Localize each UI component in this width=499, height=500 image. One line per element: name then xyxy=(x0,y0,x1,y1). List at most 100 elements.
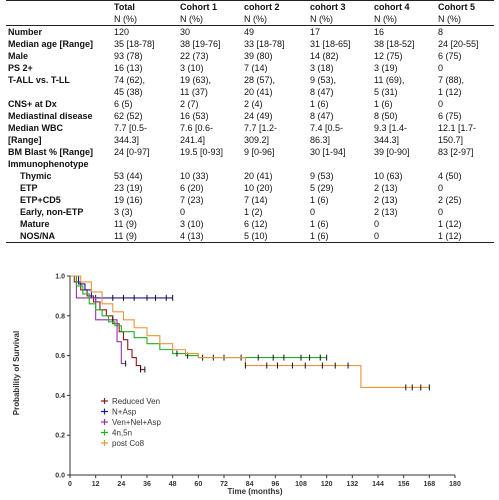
table-cell: 3 (3) xyxy=(114,207,133,217)
table-cell: 5 (31) xyxy=(374,87,398,97)
table-cell: 86.3] xyxy=(310,135,331,145)
table-cell: 30 [1-94] xyxy=(310,147,346,157)
x-tick-label: 36 xyxy=(143,481,151,488)
table-cell: 7.7 [1.2- xyxy=(244,123,278,133)
table-cell xyxy=(178,158,242,170)
table-cell: 31 [18-65] xyxy=(310,39,351,49)
table-cell: 2 (7) xyxy=(180,99,199,109)
table-cell: 7.4 [0.5- xyxy=(310,123,344,133)
table-cell: 5 (10) xyxy=(242,230,308,243)
x-tick-label: 156 xyxy=(398,481,410,488)
legend-label: Reduced Ven xyxy=(112,397,160,406)
table-row: ETP 23 (19) 6 (20) 10 (20) 5 (29) 2 (13) 0 xyxy=(6,182,494,194)
table-cell xyxy=(436,158,494,170)
table-cell: 16 xyxy=(374,27,385,37)
table-cell: 24 [20-55] xyxy=(438,39,479,49)
table-cell: 0 xyxy=(438,99,444,109)
table-cell: 0 xyxy=(438,63,444,73)
table-cell: 28 (57), xyxy=(244,75,276,85)
table-cell: 38 [18-52] xyxy=(374,39,415,49)
table-cell: 7 (23) xyxy=(180,195,204,205)
table-cell: 1 (6) xyxy=(310,99,329,109)
table-cell: 1 (12) xyxy=(438,219,462,229)
table-cell: 6 (20) xyxy=(180,183,204,193)
table-cell: 45 (38) xyxy=(114,87,143,97)
table-cell: 83 [2-97] xyxy=(438,147,474,157)
table-header-row: Total Cohort 1 cohort 2 cohort 3 cohort 4 Coh… xyxy=(6,0,494,13)
x-tick-label: 48 xyxy=(169,481,177,488)
table-row: Median WBC 7.7 [0.5- 7.6 [0.6- 7.7 [1.2- 7.4… xyxy=(6,122,494,134)
column-unit: N (%) xyxy=(178,13,242,26)
column-unit: N (%) xyxy=(112,13,178,26)
table-cell: 6 (12) xyxy=(244,219,268,229)
table-cell: 49 xyxy=(244,27,255,37)
x-tick-label: 0 xyxy=(68,481,72,488)
legend-label: N+Asp xyxy=(112,408,137,417)
table-cell: 19 (63), xyxy=(180,75,212,85)
table-cell: 93 (78) xyxy=(114,51,143,61)
table-cell: 241.4] xyxy=(180,135,206,145)
column-header: Cohort 1 xyxy=(178,0,242,13)
table-cell: 1 (6) xyxy=(374,99,393,109)
table-cell: 3 (10) xyxy=(180,63,204,73)
chart-series-layer xyxy=(70,275,430,391)
row-label: Mature xyxy=(20,219,50,229)
table-cell: 20 (41) xyxy=(244,171,273,181)
table-row: [Range] 344.3] 241.4] 309.2] 86.3] 344.3] 150.… xyxy=(6,134,494,146)
table-cell: 0 xyxy=(438,207,444,217)
table-row: Mature 11 (9) 3 (10) 6 (12) 1 (6) 0 1 (12) xyxy=(6,218,494,230)
row-label: Number xyxy=(8,27,43,37)
table-cell: 0 xyxy=(438,183,444,193)
table-cell: 309.2] xyxy=(244,135,270,145)
column-header: Total xyxy=(112,0,178,13)
survival-curve-1 xyxy=(70,275,173,299)
survival-chart: 0 12 24 36 48 60 72 84 96 108 120 132 144 156 168 180 0.… xyxy=(12,274,461,497)
row-label: Median WBC xyxy=(8,123,63,133)
x-tick-label: 120 xyxy=(321,481,333,488)
row-label: Median age [Range] xyxy=(8,39,94,49)
table-cell: 1 (12) xyxy=(436,230,494,243)
table-cell: 3 (19) xyxy=(374,63,398,73)
row-label: [Range] xyxy=(8,135,42,145)
y-tick-label: 1.0 xyxy=(55,274,65,281)
row-label: NOS/NA xyxy=(6,230,112,243)
table-cell: 7 (14) xyxy=(244,63,268,73)
table-cell: 12.1 [1.7- xyxy=(438,123,477,133)
table-cell: 9 (53), xyxy=(310,75,337,85)
table-row: Thymic 53 (44) 10 (33) 20 (41) 9 (53) 10 (63)… xyxy=(6,170,494,182)
survival-curve-4 xyxy=(70,275,430,388)
column-header: Cohort 5 xyxy=(436,0,494,13)
table-cell: 4 (50) xyxy=(438,171,462,181)
table-row: PS 2+ 16 (13) 3 (10) 7 (14) 3 (18) 3 (19) 0 xyxy=(6,62,494,74)
table-cell: 344.3] xyxy=(374,135,400,145)
x-tick-label: 144 xyxy=(372,481,384,488)
table-cell: 20 (41) xyxy=(244,87,273,97)
y-axis-label: Probability of Survival xyxy=(12,331,21,415)
table-cell: 53 (44) xyxy=(114,171,143,181)
header-blank xyxy=(6,0,112,13)
table-cell: 39 [0-90] xyxy=(374,147,410,157)
x-tick-label: 96 xyxy=(271,481,279,488)
table-cell: 7 (14) xyxy=(244,195,268,205)
survival-curve-3 xyxy=(70,275,327,359)
table-cell: 0 xyxy=(374,219,380,229)
legend-label: Ven+Nel+Asp xyxy=(112,418,161,427)
row-label: Male xyxy=(8,51,29,61)
table-cell: 74 (62), xyxy=(114,75,146,85)
x-tick-label: 108 xyxy=(295,481,307,488)
table-row: CNS+ at Dx 6 (5) 2 (7) 2 (4) 1 (6) 1 (6) 0 xyxy=(6,98,494,110)
table-row: Mediastinal disease 62 (52) 16 (53) 24 (49)… xyxy=(6,110,494,122)
table-cell: 22 (73) xyxy=(180,51,209,61)
table-cell xyxy=(242,158,308,170)
table-cell: 120 xyxy=(114,27,130,37)
demographics-table-container: Total Cohort 1 cohort 2 cohort 3 cohort 4 Coh… xyxy=(6,0,494,243)
row-label: Thymic xyxy=(20,171,52,181)
table-cell: 3 (18) xyxy=(310,63,334,73)
row-label: Immunophenotype xyxy=(8,159,89,169)
table-cell: 2 (25) xyxy=(438,195,462,205)
table-cell: 33 [18-78] xyxy=(244,39,285,49)
table-row: NOS/NA 11 (9) 4 (13) 5 (10) 1 (6) 0 1 (12) xyxy=(6,230,494,243)
table-cell: 0 xyxy=(180,207,186,217)
row-label: PS 2+ xyxy=(8,63,33,73)
row-label xyxy=(6,86,112,98)
